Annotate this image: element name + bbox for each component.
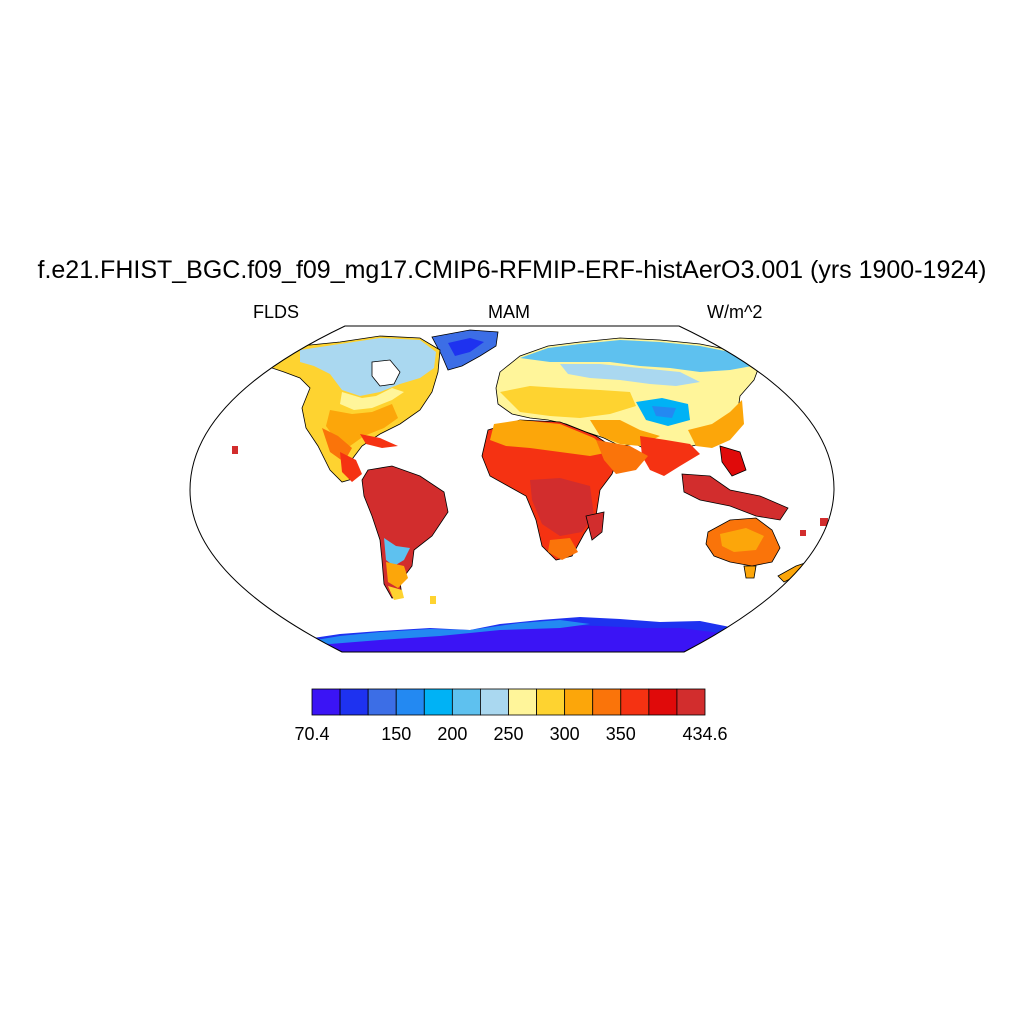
colorbar-tick-label: 300 — [550, 724, 580, 744]
colorbar-tick-label: 200 — [437, 724, 467, 744]
colorbar-min-label: 70.4 — [294, 724, 329, 744]
colorbar-box — [339, 688, 369, 716]
colorbar-box — [564, 688, 594, 716]
colorbar-box — [480, 688, 509, 716]
greenland-region — [431, 329, 499, 371]
colorbar-max-label: 434.6 — [682, 724, 727, 744]
colorbar-box — [620, 688, 650, 716]
map-boundary — [189, 325, 835, 653]
colorbar-tick-label: 250 — [493, 724, 523, 744]
colorbar-box — [648, 688, 678, 716]
units-label: W/m^2 — [707, 302, 763, 322]
south-america-region — [361, 465, 449, 600]
maritime-asia-region — [681, 445, 789, 521]
africa-region — [481, 419, 648, 561]
colorbar-box — [592, 688, 622, 716]
colorbar-box — [395, 688, 425, 716]
colorbar-box — [367, 688, 397, 716]
colorbar-box — [508, 688, 537, 716]
plot-title: f.e21.FHIST_BGC.f09_f09_mg17.CMIP6-RFMIP… — [37, 256, 987, 284]
eurasia-region — [495, 337, 761, 476]
colorbar-box — [676, 688, 706, 716]
colorbar-tick-label: 350 — [606, 724, 636, 744]
colorbar-tick-label: 150 — [381, 724, 411, 744]
colorbar-box — [536, 688, 566, 716]
colorbar-box — [451, 688, 481, 716]
colorbar-box — [311, 688, 341, 716]
north-america-region — [269, 335, 441, 483]
small-islands — [232, 446, 828, 604]
colorbar-box — [423, 688, 453, 716]
antarctica-region — [300, 617, 760, 652]
season-label: MAM — [488, 302, 530, 322]
variable-label: FLDS — [253, 302, 300, 322]
